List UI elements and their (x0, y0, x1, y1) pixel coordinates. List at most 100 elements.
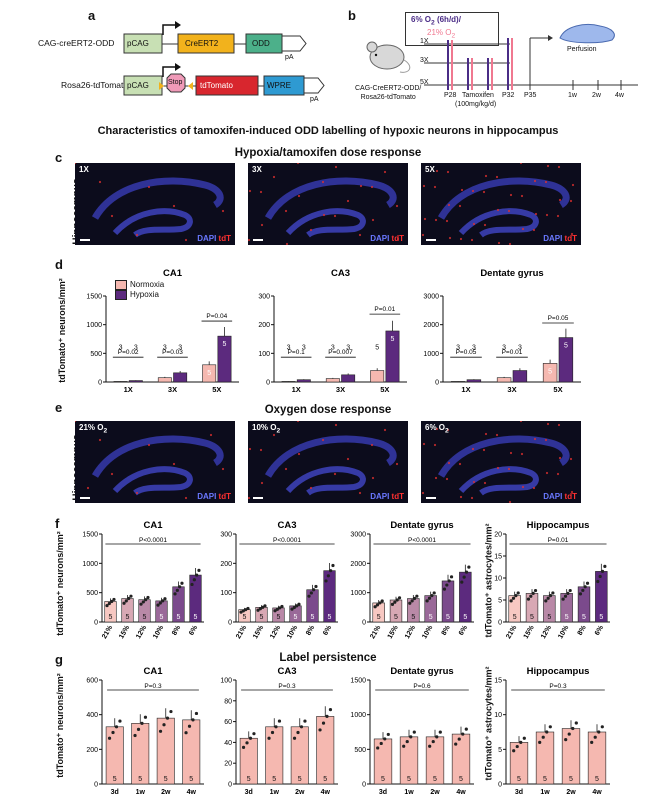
x-tick-label: 12% (269, 624, 282, 640)
y-tick-label: 400 (86, 712, 98, 719)
dose-text: (100mg/kg/d) (455, 101, 497, 108)
chart-title: CA1 (143, 520, 163, 531)
data-point (564, 738, 568, 742)
n-label: 5 (517, 776, 521, 783)
x-tick-label: 1w (136, 789, 146, 796)
x-tick-label: 12% (135, 624, 148, 640)
data-point (464, 570, 469, 574)
data-point (326, 574, 330, 578)
x-tick-label: 5X (380, 385, 389, 394)
c-image-3: 5X DAPI tdT (421, 163, 581, 245)
p-value: P=0.01 (374, 306, 395, 313)
data-point (438, 730, 442, 734)
data-point (590, 740, 594, 744)
bar-1w (131, 723, 150, 785)
scale-bar (80, 497, 90, 499)
pcag-2: pCAG (127, 81, 149, 90)
x-tick-label: 3X (336, 385, 345, 394)
data-point (425, 599, 429, 603)
data-point (457, 737, 461, 741)
panel-label-g: g (55, 652, 63, 667)
n-label: 3 (518, 344, 522, 351)
y-tick-label: 10 (494, 712, 502, 719)
x-tick-label: 8% (171, 624, 183, 637)
data-point (175, 588, 179, 592)
p-value: P<0.0001 (408, 537, 436, 544)
y-tick-label: 20 (224, 761, 232, 768)
data-point (191, 718, 195, 722)
data-point (309, 591, 313, 595)
n-label: 5 (565, 614, 569, 621)
p-value: P=0.03 (162, 349, 183, 356)
n-label: 5 (260, 614, 264, 621)
x-tick-label: 4w (456, 789, 466, 796)
n-label: 5 (298, 776, 302, 783)
n-label: 5 (294, 614, 298, 621)
image-label: 1X (79, 165, 89, 174)
data-point (431, 739, 435, 744)
x-tick-label: 2w (566, 789, 576, 796)
chart-title: Hippocampus (527, 666, 590, 677)
data-point (548, 725, 552, 729)
stain-legend: DAPI tdT (370, 492, 404, 501)
y-tick-label: 1500 (82, 532, 98, 539)
data-point (173, 592, 177, 596)
data-point (519, 740, 523, 744)
data-point (258, 607, 262, 611)
data-point (314, 584, 318, 589)
n-label: 5 (599, 614, 603, 621)
y-tick-label: 1000 (350, 590, 366, 597)
panel-e-heading: Oxygen dose response (264, 404, 392, 416)
data-point (127, 596, 131, 601)
data-point (376, 746, 380, 750)
data-point (415, 594, 419, 598)
n-label: 5 (328, 614, 332, 621)
data-point (390, 602, 395, 606)
panel-f-ylabel: tdTomato⁺ neurons/mm² (54, 531, 65, 636)
n-label: 5 (391, 336, 395, 343)
n-label: 5 (138, 776, 142, 783)
x-tick-label: 2w (161, 789, 171, 796)
wpre: WPRE (267, 81, 291, 90)
data-point (574, 721, 578, 725)
n-label: 5 (113, 776, 117, 783)
x-tick-label: 3d (111, 789, 119, 796)
data-point (373, 605, 377, 609)
n-label: 5 (582, 614, 586, 621)
n-label: 5 (277, 614, 281, 621)
n-label: 5 (407, 776, 411, 783)
scale-bar (426, 239, 436, 241)
data-point (600, 725, 604, 729)
data-point (187, 724, 192, 728)
data-point (184, 731, 188, 735)
p-value: P=0.6 (413, 683, 431, 690)
data-point (449, 575, 454, 579)
n-label: 5 (143, 614, 147, 621)
x-tick-label: 15% (523, 624, 536, 640)
bar-hypoxia-3X (512, 370, 528, 383)
data-point (593, 735, 597, 739)
data-point (292, 736, 297, 740)
data-point (581, 588, 585, 592)
data-point (454, 742, 458, 746)
p-value: P=0.007 (328, 349, 353, 356)
n-label: 5 (543, 776, 547, 783)
data-point (161, 599, 165, 603)
bar-normoxia-3X (325, 378, 340, 383)
data-point (544, 599, 548, 603)
data-point (460, 580, 464, 584)
chart-g-hippocampus: Hippocampus 0 5 10 15 5 3d 5 1w 5 2w 5 4w P=0.3 (494, 666, 610, 796)
n-label: 5 (564, 343, 568, 350)
y-tick-label: 0 (266, 380, 270, 387)
image-label: 10% O2 (252, 423, 281, 435)
stain-legend: DAPI tdT (370, 234, 404, 243)
data-point (162, 723, 166, 727)
data-point (395, 598, 399, 602)
legend-label: Hypoxia (130, 290, 159, 300)
legend-d: Normoxia Hypoxia (115, 280, 164, 300)
data-point (324, 579, 328, 583)
chart-f-hippocampus: Hippocampus 0 5 10 15 20 5 21% 5 15% 5 12% 5 10% 5 8% 5 6… (494, 520, 610, 640)
pa-1: pA (285, 54, 294, 61)
